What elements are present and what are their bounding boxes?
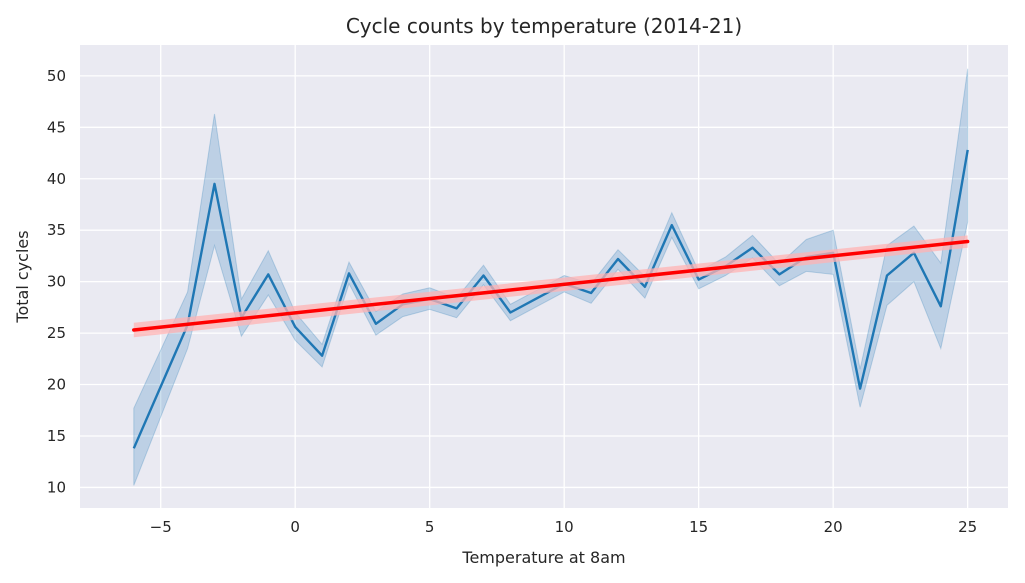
x-tick-label: 15	[689, 518, 708, 536]
x-tick-label: −5	[150, 518, 172, 536]
x-tick-label: 25	[958, 518, 977, 536]
y-tick-labels: 10 15 20 25 30 35 40 45 50	[47, 67, 66, 497]
plot-background	[80, 45, 1008, 508]
trend-line	[132, 239, 970, 332]
y-tick-label: 30	[47, 273, 66, 291]
x-tick-label: 10	[555, 518, 574, 536]
y-tick-label: 45	[47, 118, 66, 136]
x-tick-label: 0	[290, 518, 300, 536]
chart-title: Cycle counts by temperature (2014-21)	[346, 14, 742, 38]
y-tick-label: 10	[47, 478, 66, 496]
series-lines	[132, 149, 970, 449]
y-tick-label: 35	[47, 221, 66, 239]
x-tick-labels: −5 0 5 10 15 20 25	[150, 518, 978, 536]
x-axis-label: Temperature at 8am	[461, 548, 625, 567]
y-axis-label: Total cycles	[13, 230, 32, 323]
x-tick-label: 5	[425, 518, 435, 536]
y-tick-label: 40	[47, 170, 66, 188]
y-tick-label: 20	[47, 376, 66, 394]
y-tick-label: 15	[47, 427, 66, 445]
y-tick-label: 25	[47, 324, 66, 342]
y-tick-label: 50	[47, 67, 66, 85]
x-tick-label: 20	[824, 518, 843, 536]
